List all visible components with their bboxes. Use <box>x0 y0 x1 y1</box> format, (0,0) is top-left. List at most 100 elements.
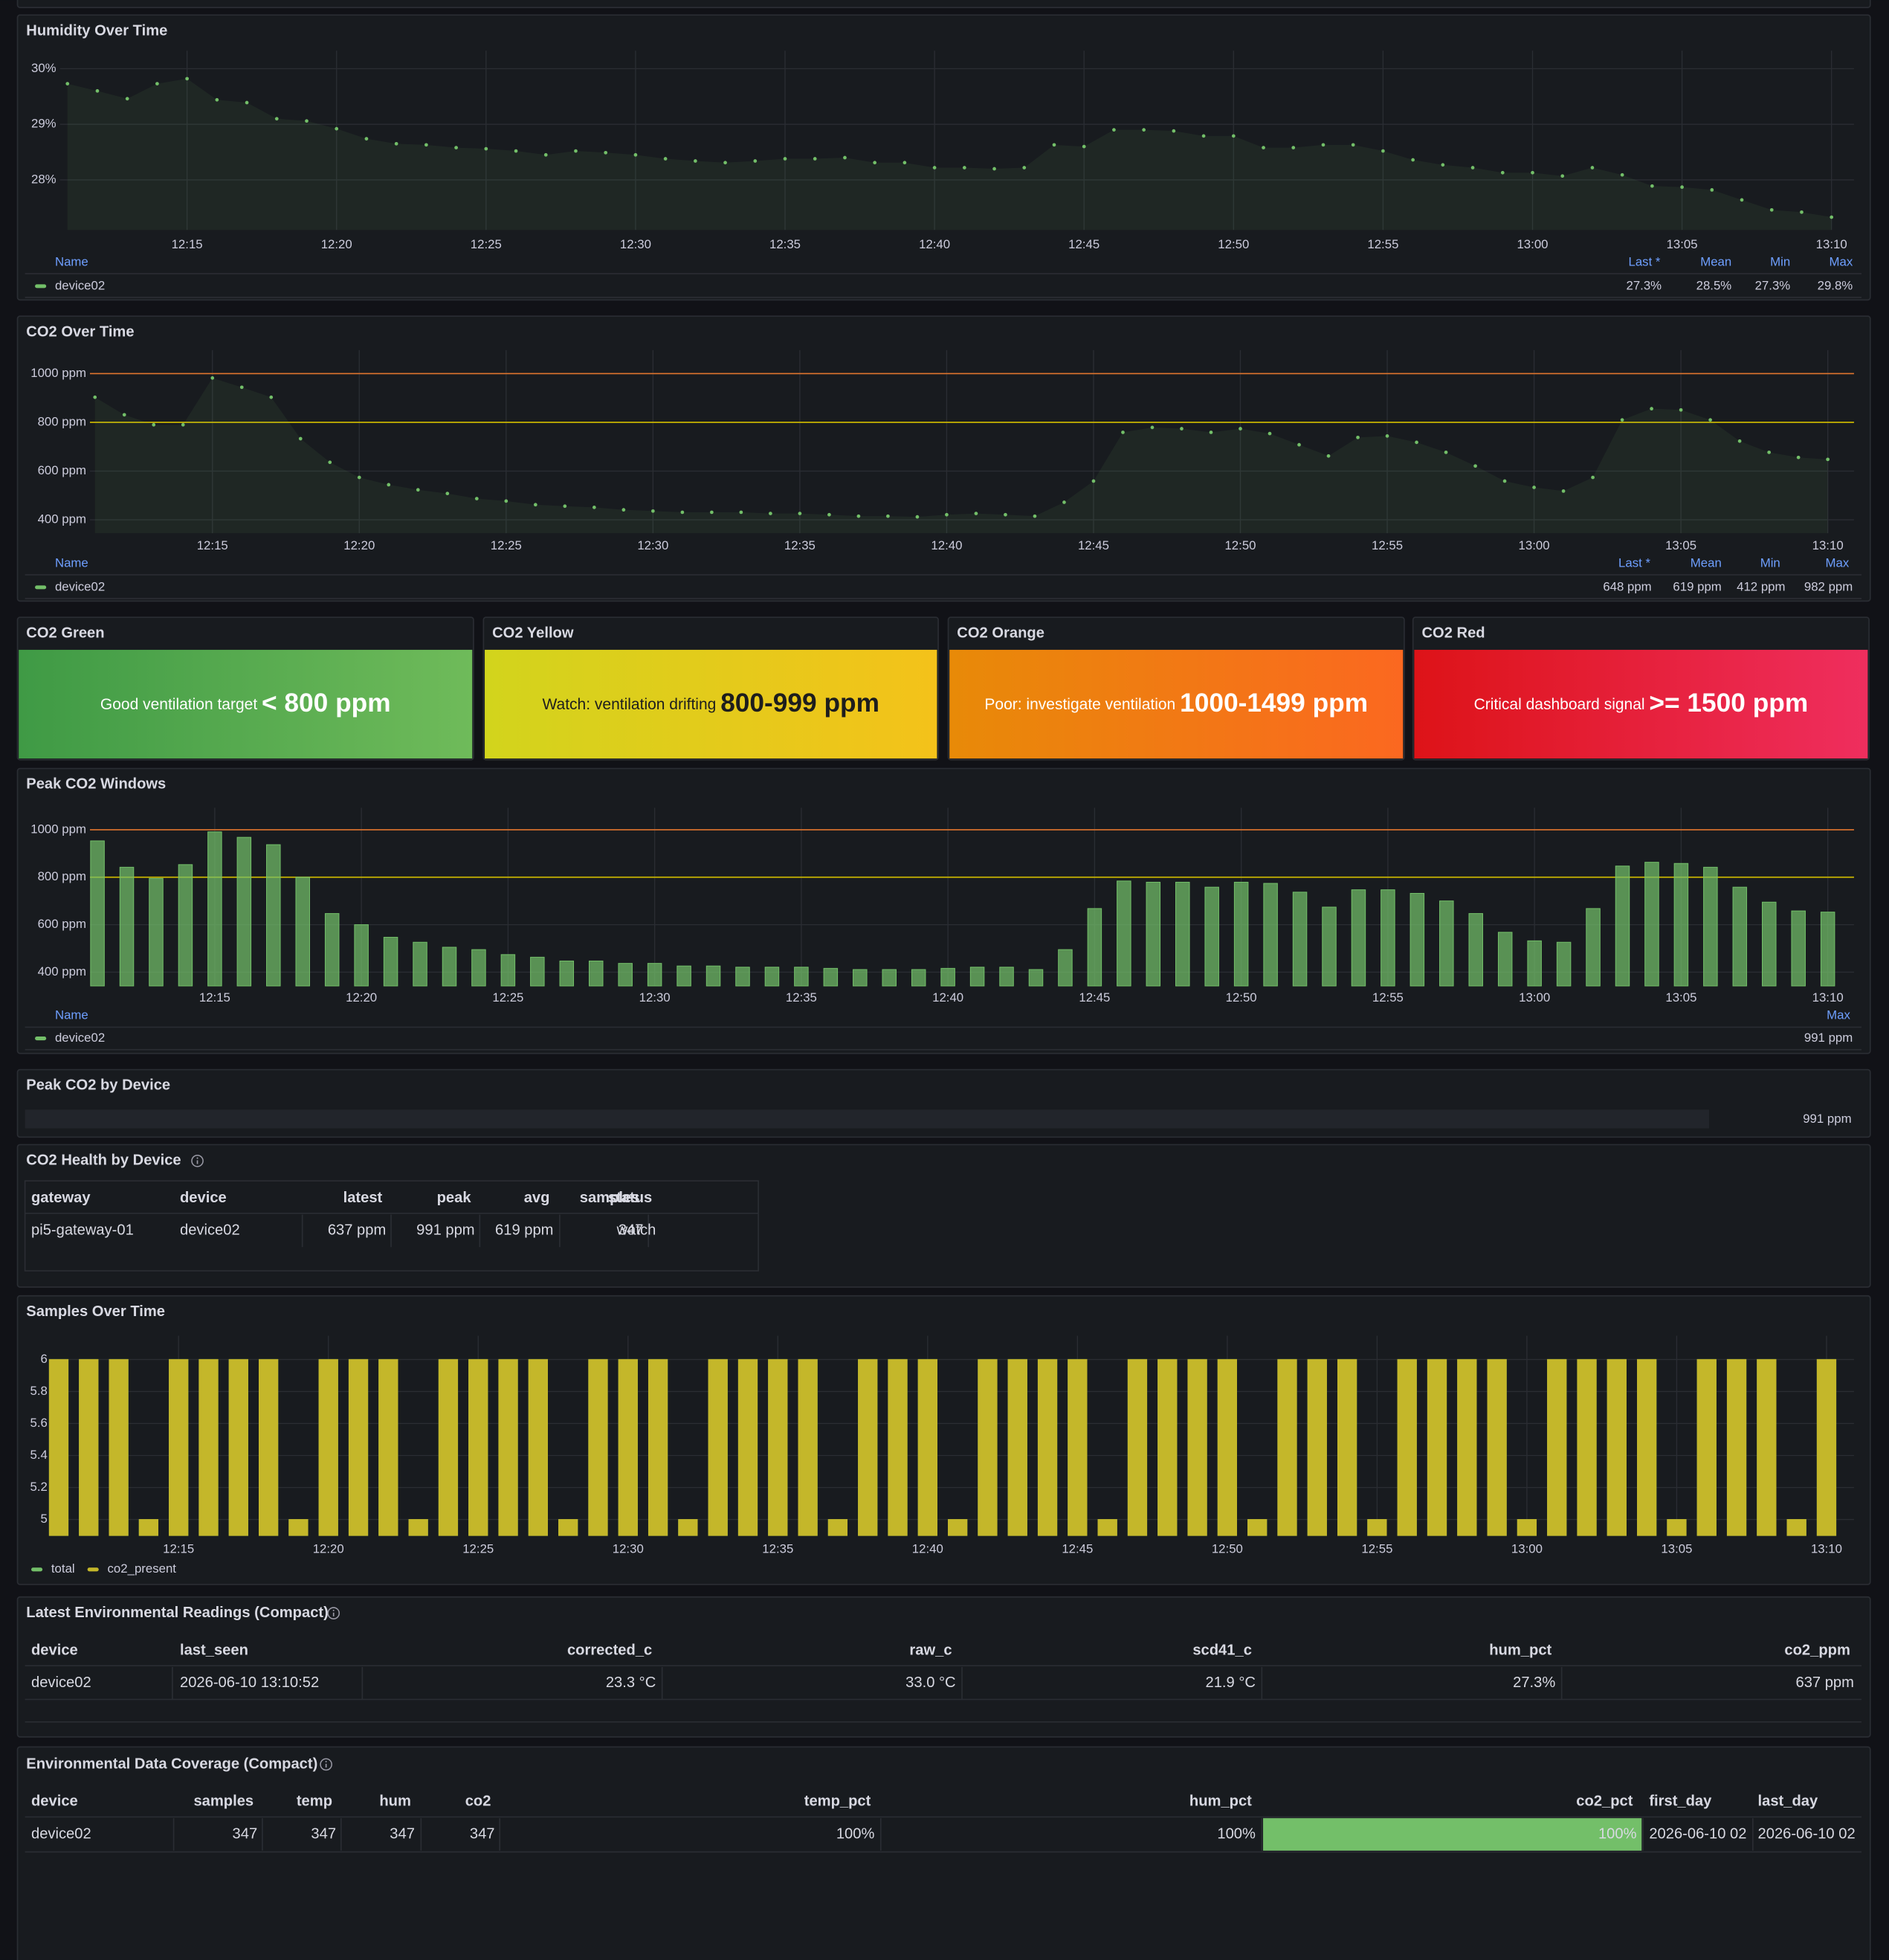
y-tick-label: 400 ppm <box>38 964 86 979</box>
y-tick-label: 600 ppm <box>38 463 86 477</box>
point <box>1381 149 1385 153</box>
info-icon <box>320 1758 332 1771</box>
bar <box>149 877 164 987</box>
bar <box>259 1358 279 1536</box>
x-tick-label: 13:00 <box>1519 538 1550 552</box>
column-header: samples <box>193 1793 254 1810</box>
x-tick-label: 12:35 <box>769 237 801 251</box>
x-tick-label: 12:35 <box>786 990 817 1005</box>
column-header: hum_pct <box>1489 1642 1551 1658</box>
bar <box>119 866 135 987</box>
bar <box>948 1519 968 1536</box>
bar <box>1577 1358 1597 1536</box>
column-header: hum_pct <box>1189 1793 1252 1810</box>
info-icon-dot <box>332 1609 335 1611</box>
point <box>1769 207 1774 212</box>
bar <box>1117 880 1131 987</box>
bar <box>48 1358 69 1536</box>
bar <box>735 967 750 987</box>
bar <box>1667 1519 1687 1536</box>
point <box>484 146 488 151</box>
bar <box>528 1358 548 1536</box>
bar <box>413 941 427 987</box>
bar <box>236 836 252 987</box>
bar <box>471 949 486 987</box>
legend-swatch <box>31 1567 43 1572</box>
legend-stat-value: 982 ppm <box>1804 579 1853 593</box>
x-tick-label: 13:00 <box>1517 237 1548 251</box>
point <box>274 117 279 121</box>
bar <box>823 967 839 987</box>
point <box>1708 418 1712 422</box>
x-tick-label: 12:20 <box>313 1541 344 1556</box>
table-cell: 27.3% <box>1513 1674 1555 1691</box>
point <box>1082 144 1086 149</box>
column-header: temp_pct <box>804 1793 871 1810</box>
x-tick-label: 13:05 <box>1665 538 1696 552</box>
column-header: last_seen <box>180 1642 248 1658</box>
point <box>1268 431 1272 436</box>
bar <box>1816 1358 1837 1536</box>
table-cell: 347 <box>390 1825 415 1842</box>
x-tick-label: 13:05 <box>1661 1541 1692 1556</box>
point <box>454 146 458 149</box>
x-tick-label: 12:20 <box>346 990 377 1005</box>
bar <box>288 1519 309 1536</box>
stat-value: < 800 ppm <box>262 689 391 718</box>
point <box>93 395 97 399</box>
point <box>1473 464 1477 468</box>
x-tick-label: 12:30 <box>613 1541 644 1556</box>
panel-title: Humidity Over Time <box>26 22 167 39</box>
point <box>1620 418 1624 422</box>
x-tick-label: 12:20 <box>343 538 375 552</box>
point <box>1590 166 1595 170</box>
point <box>1033 514 1037 518</box>
stat-text: Good ventilation target < 800 ppm <box>100 689 391 718</box>
point <box>1150 425 1155 430</box>
bar <box>383 937 398 987</box>
x-tick-label: 12:25 <box>491 538 522 552</box>
table-cell: 2026-06-10 13:10:52 <box>180 1674 319 1691</box>
legend-stat-value: 619 ppm <box>1673 579 1721 593</box>
point <box>633 152 638 157</box>
point <box>387 483 391 487</box>
bar <box>853 969 868 987</box>
column-header: device <box>31 1793 78 1810</box>
point <box>125 97 129 101</box>
bar <box>911 969 926 987</box>
x-tick-label: 12:45 <box>1062 1541 1093 1556</box>
table-cell: device02 <box>31 1674 91 1691</box>
legend-label: device02 <box>55 278 105 292</box>
point <box>1172 129 1176 133</box>
point <box>886 514 890 518</box>
point <box>185 77 189 81</box>
bar <box>618 963 633 987</box>
bar <box>348 1358 369 1536</box>
gauge-track <box>25 1109 1710 1129</box>
point <box>328 460 332 465</box>
point <box>445 491 450 496</box>
table-cell: 2026-06-10 02 <box>1649 1825 1746 1842</box>
point <box>1502 479 1507 483</box>
point <box>1239 427 1242 431</box>
panel-title: CO2 Green <box>26 625 104 641</box>
x-tick-label: 12:40 <box>919 237 950 251</box>
column-header: avg <box>524 1190 550 1206</box>
y-tick-label: 28% <box>31 172 56 186</box>
column-header: co2_pct <box>1576 1793 1633 1810</box>
point <box>992 167 996 171</box>
column-header: first_day <box>1649 1793 1712 1810</box>
bar <box>109 1358 129 1536</box>
legend-stat-value: 991 ppm <box>1804 1031 1853 1045</box>
y-tick-label: 1000 ppm <box>30 366 86 380</box>
bar <box>559 960 575 987</box>
point <box>364 137 369 141</box>
table-cell: 100% <box>1217 1825 1256 1842</box>
gauge-value: 991 ppm <box>1803 1112 1851 1126</box>
table-cell: device02 <box>180 1222 240 1239</box>
table-cell: 347 <box>233 1825 258 1842</box>
point <box>543 152 548 157</box>
point <box>1740 198 1744 202</box>
legend-stat-name: Min <box>1760 555 1780 570</box>
